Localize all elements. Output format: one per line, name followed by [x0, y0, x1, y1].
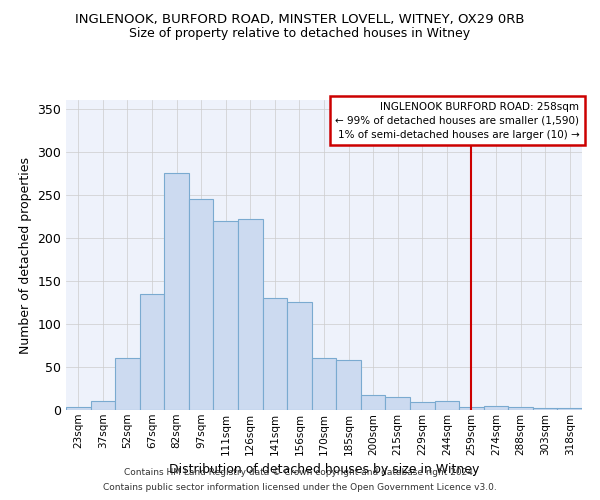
- Text: Size of property relative to detached houses in Witney: Size of property relative to detached ho…: [130, 28, 470, 40]
- Bar: [533, 408, 557, 410]
- Bar: [238, 219, 263, 410]
- Bar: [287, 302, 312, 410]
- Bar: [434, 402, 459, 410]
- Bar: [91, 400, 115, 410]
- Text: INGLENOOK, BURFORD ROAD, MINSTER LOVELL, WITNEY, OX29 0RB: INGLENOOK, BURFORD ROAD, MINSTER LOVELL,…: [75, 12, 525, 26]
- Bar: [508, 408, 533, 410]
- Bar: [336, 360, 361, 410]
- X-axis label: Distribution of detached houses by size in Witney: Distribution of detached houses by size …: [169, 463, 479, 476]
- Text: Contains public sector information licensed under the Open Government Licence v3: Contains public sector information licen…: [103, 483, 497, 492]
- Text: INGLENOOK BURFORD ROAD: 258sqm
← 99% of detached houses are smaller (1,590)
1% o: INGLENOOK BURFORD ROAD: 258sqm ← 99% of …: [335, 102, 580, 140]
- Bar: [189, 199, 214, 410]
- Bar: [410, 402, 434, 410]
- Bar: [361, 394, 385, 410]
- Bar: [140, 294, 164, 410]
- Text: Contains HM Land Registry data © Crown copyright and database right 2024.: Contains HM Land Registry data © Crown c…: [124, 468, 476, 477]
- Bar: [385, 397, 410, 410]
- Bar: [66, 406, 91, 410]
- Bar: [484, 406, 508, 410]
- Bar: [214, 220, 238, 410]
- Bar: [312, 358, 336, 410]
- Y-axis label: Number of detached properties: Number of detached properties: [19, 156, 32, 354]
- Bar: [164, 173, 189, 410]
- Bar: [115, 358, 140, 410]
- Bar: [459, 406, 484, 410]
- Bar: [557, 408, 582, 410]
- Bar: [263, 298, 287, 410]
